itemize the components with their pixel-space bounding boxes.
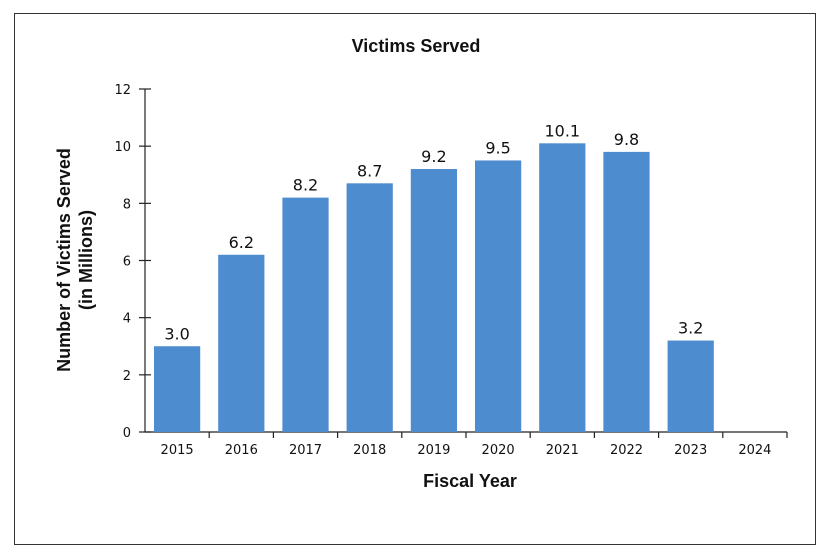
x-tick-label: 2015	[161, 443, 194, 458]
bar	[346, 183, 393, 432]
bar	[153, 346, 201, 432]
plot-area: 0 2 4 6 8 10 12 3.0 2015 6.2 2016 8.2 2017 8.7 2018 9.2…	[114, 83, 788, 458]
data-label: 3.0	[164, 324, 189, 343]
x-tick-label: 2022	[610, 443, 643, 458]
bar	[218, 254, 265, 432]
y-tick-label: 12	[114, 83, 131, 98]
y-tick-label: 6	[123, 255, 131, 270]
x-tick-label: 2018	[353, 443, 386, 458]
y-tick-label: 4	[123, 312, 131, 327]
y-tick-label: 0	[123, 426, 131, 441]
y-axis-title-line2: (in Millions)	[76, 210, 96, 310]
bar	[410, 169, 458, 433]
bar	[282, 197, 329, 432]
bar	[667, 340, 714, 432]
x-tick-label: 2021	[546, 443, 579, 458]
y-axis-title: Number of Victims Served (in Millions)	[54, 148, 96, 372]
data-label: 9.2	[421, 147, 446, 166]
x-axis-title: Fiscal Year	[423, 471, 517, 491]
x-tick-label: 2023	[674, 443, 707, 458]
data-label: 6.2	[229, 233, 254, 252]
x-tick-label: 2024	[738, 443, 771, 458]
data-label: 9.8	[614, 130, 639, 149]
x-tick-label: 2019	[417, 443, 450, 458]
data-label: 9.5	[485, 138, 510, 157]
y-tick-label: 2	[123, 369, 131, 384]
x-tick-label: 2017	[289, 443, 322, 458]
data-label: 10.1	[544, 121, 580, 140]
y-tick-label: 10	[114, 140, 131, 155]
data-label: 8.2	[293, 176, 318, 195]
data-label: 8.7	[357, 161, 382, 180]
bar	[539, 143, 586, 432]
data-label: 3.2	[678, 319, 703, 338]
bar	[474, 160, 522, 433]
x-tick-label: 2020	[482, 443, 515, 458]
bar	[603, 151, 650, 432]
y-tick-label: 8	[123, 197, 131, 212]
x-tick-label: 2016	[225, 443, 258, 458]
chart-title: Victims Served	[352, 36, 481, 56]
y-axis-title-line1: Number of Victims Served	[54, 148, 74, 372]
